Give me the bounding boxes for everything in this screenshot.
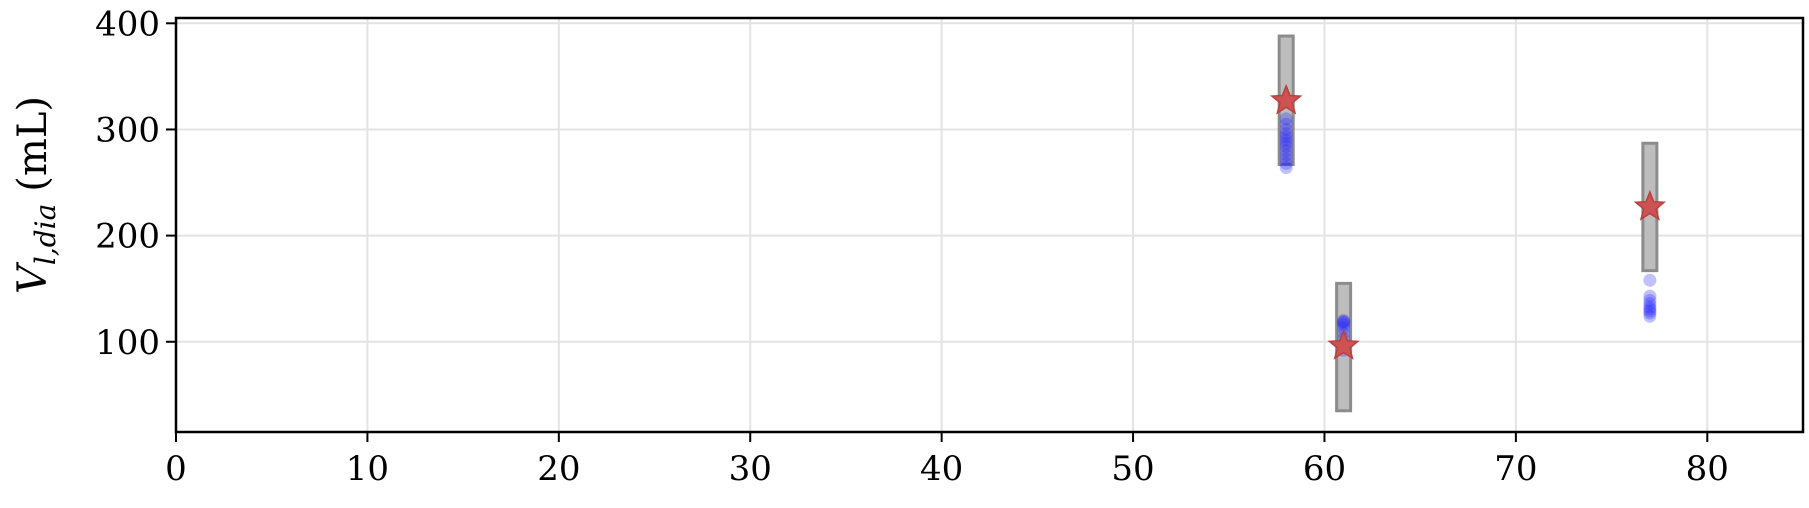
sample-point	[1337, 314, 1351, 328]
reference-stars	[1269, 83, 1667, 360]
sample-point	[1279, 156, 1293, 170]
sample-point	[1643, 289, 1657, 303]
x-tick-label: 80	[1686, 449, 1729, 489]
grid-lines	[176, 18, 1803, 432]
sample-point	[1279, 122, 1293, 136]
y-tick-label: 200	[95, 217, 160, 257]
x-tick-label: 40	[920, 449, 963, 489]
plot-frame	[174, 16, 1805, 434]
y-axis-label-main: V	[10, 261, 56, 294]
sample-point	[1279, 152, 1293, 166]
sample-point	[1337, 316, 1351, 330]
y-axis-ticks: 100 200 300 400	[95, 4, 176, 363]
x-tick-label: 0	[165, 449, 187, 489]
sample-point	[1643, 306, 1657, 320]
sample-point	[1279, 136, 1293, 150]
x-tick-label: 20	[537, 449, 580, 489]
sample-point	[1279, 127, 1293, 141]
y-tick-label: 400	[95, 4, 160, 44]
sample-point	[1279, 130, 1293, 144]
y-axis-label-unit: (mL)	[10, 96, 56, 192]
reference-star	[1633, 189, 1667, 221]
sample-point	[1643, 273, 1657, 287]
sample-point	[1643, 309, 1657, 323]
x-tick-label: 50	[1111, 449, 1154, 489]
sample-point	[1643, 304, 1657, 318]
y-axis-label-sub: l,dia	[29, 204, 62, 265]
sample-point	[1643, 297, 1657, 311]
sample-point	[1643, 302, 1657, 316]
sample-point	[1337, 321, 1351, 335]
sample-point	[1279, 133, 1293, 147]
sample-point	[1337, 318, 1351, 332]
x-tick-label: 10	[346, 449, 389, 489]
sample-point	[1279, 144, 1293, 158]
reference-star	[1269, 83, 1303, 115]
reference-star	[1327, 328, 1360, 360]
sample-point	[1279, 148, 1293, 162]
sample-point	[1279, 161, 1293, 175]
sample-point	[1337, 315, 1351, 329]
x-tick-label: 60	[1303, 449, 1346, 489]
y-axis-label: Vl,dia (mL)	[10, 96, 62, 294]
sample-point	[1643, 293, 1657, 307]
sample-point	[1279, 117, 1293, 131]
x-tick-label: 30	[729, 449, 772, 489]
x-tick-label: 70	[1494, 449, 1537, 489]
sample-point	[1643, 300, 1657, 314]
y-tick-label: 300	[95, 110, 160, 150]
sample-point	[1279, 112, 1293, 126]
sample-point	[1279, 139, 1293, 153]
x-axis-ticks: 0 10 20 30 40 50 60 70 80	[165, 432, 1729, 489]
y-tick-label: 100	[95, 323, 160, 363]
